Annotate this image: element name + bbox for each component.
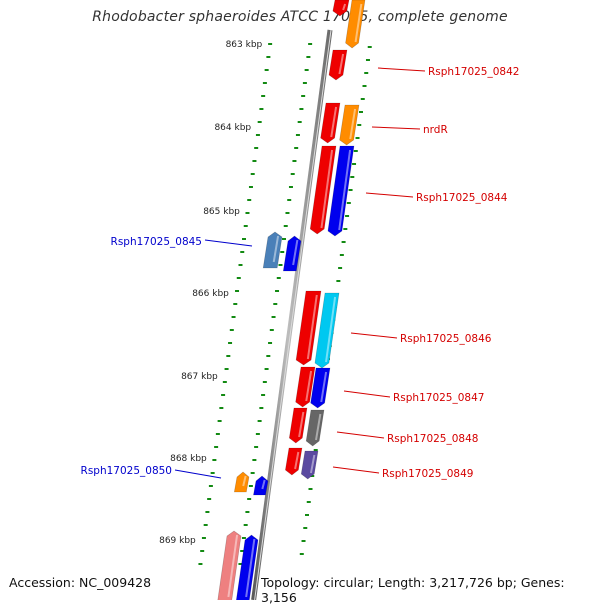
gene-block[interactable] <box>332 0 350 17</box>
label-leader-line <box>343 390 391 398</box>
gene-block[interactable] <box>345 0 366 49</box>
gene-block-shine <box>315 413 322 441</box>
gene-block[interactable] <box>328 49 348 81</box>
gene-label[interactable]: Rsph17025_0850 <box>81 465 172 477</box>
accession-text: Accession: NC_009428 <box>9 575 152 590</box>
gene-block[interactable] <box>282 235 302 272</box>
gene-block[interactable] <box>309 145 337 235</box>
gene-block-body <box>285 447 303 476</box>
gene-block-shine <box>349 108 357 140</box>
label-leader-line <box>174 469 222 479</box>
scale-label: 866 kbp <box>192 289 229 299</box>
gene-block[interactable] <box>295 290 322 366</box>
gene-block-body <box>314 292 340 369</box>
gene-block-body <box>309 145 337 235</box>
label-leader-line <box>332 466 380 474</box>
label-leader-line <box>204 239 253 247</box>
gene-block-shine <box>325 296 337 363</box>
gene-block-shine <box>338 53 345 75</box>
gene-block-shine <box>354 3 363 43</box>
gene-block-body <box>310 367 331 409</box>
gene-block-body <box>236 534 259 600</box>
label-leader-line <box>365 192 414 198</box>
gene-block-shine <box>320 149 334 229</box>
gene-block-body <box>345 0 366 49</box>
gene-label[interactable]: Rsph17025_0848 <box>387 433 478 445</box>
gene-block-body <box>320 102 341 144</box>
gene-block-shine <box>242 475 247 487</box>
gene-block[interactable] <box>300 450 319 480</box>
gene-block-body <box>282 235 302 272</box>
map-title: Rhodobacter sphaeroides ATCC 17025, comp… <box>92 9 508 25</box>
gene-block[interactable] <box>253 475 269 496</box>
label-leader-line <box>336 431 385 439</box>
gene-block-shine <box>272 235 280 263</box>
scale-label: 867 kbp <box>181 372 218 382</box>
gene-block-body <box>328 49 348 81</box>
gene-block-shine <box>310 454 316 474</box>
gene-block-shine <box>292 239 299 266</box>
scale-label: 868 kbp <box>170 454 207 464</box>
gene-block-shine <box>294 451 300 470</box>
gene-block[interactable] <box>285 447 303 476</box>
gene-block-shine <box>298 411 305 438</box>
gene-block-shine <box>338 149 352 231</box>
gene-label[interactable]: Rsph17025_0849 <box>382 468 473 480</box>
gene-block[interactable] <box>339 104 360 146</box>
gene-label[interactable]: Rsph17025_0845 <box>111 236 202 248</box>
gene-block-shine <box>342 3 347 11</box>
gene-block[interactable] <box>217 530 242 600</box>
gene-block-body <box>332 0 350 17</box>
gene-label[interactable]: Rsph17025_0842 <box>428 66 519 78</box>
gene-block-shine <box>261 479 266 490</box>
genome-summary-text: Topology: circular; Length: 3,217,726 bp… <box>261 575 565 605</box>
gene-block-shine <box>330 106 338 138</box>
gene-block[interactable] <box>236 534 259 600</box>
gene-block-shine <box>306 294 318 360</box>
gene-block[interactable] <box>310 367 331 409</box>
gene-label[interactable]: Rsph17025_0846 <box>400 333 492 345</box>
gene-block-body <box>339 104 360 146</box>
gene-label[interactable]: nrdR <box>423 124 448 136</box>
scale-label: 865 kbp <box>203 207 240 217</box>
gene-block[interactable] <box>320 102 341 144</box>
gene-block[interactable] <box>233 471 250 493</box>
gene-block[interactable] <box>295 366 316 408</box>
genome-backbone-highlight <box>254 29 332 600</box>
gene-block-body <box>288 407 308 444</box>
label-leader-line <box>377 67 426 72</box>
scale-label: 864 kbp <box>214 123 251 133</box>
scale-label: 863 kbp <box>226 40 263 50</box>
gene-block-shine <box>227 534 239 598</box>
label-leader-line <box>350 332 398 339</box>
gene-block[interactable] <box>288 407 308 444</box>
gene-block-body <box>327 145 355 237</box>
gene-block-body <box>233 471 250 493</box>
label-leader-line <box>371 126 421 130</box>
gene-block[interactable] <box>314 292 340 369</box>
scale-label: 869 kbp <box>159 536 196 546</box>
gene-block-body <box>217 530 242 600</box>
gene-block[interactable] <box>262 231 283 269</box>
gene-block[interactable] <box>305 409 325 447</box>
gene-block-body <box>300 450 319 480</box>
gene-block[interactable] <box>327 145 355 237</box>
gene-block-shine <box>305 370 313 402</box>
gene-block-shine <box>245 538 256 598</box>
genome-backbone <box>251 29 333 600</box>
gene-block-body <box>253 475 269 496</box>
gene-block-body <box>305 409 325 447</box>
gene-label[interactable]: Rsph17025_0847 <box>393 392 484 404</box>
gene-block-body <box>262 231 283 269</box>
gene-block-body <box>295 366 316 408</box>
gene-block-shine <box>320 371 328 403</box>
gene-label[interactable]: Rsph17025_0844 <box>416 192 508 204</box>
gene-block-body <box>295 290 322 366</box>
